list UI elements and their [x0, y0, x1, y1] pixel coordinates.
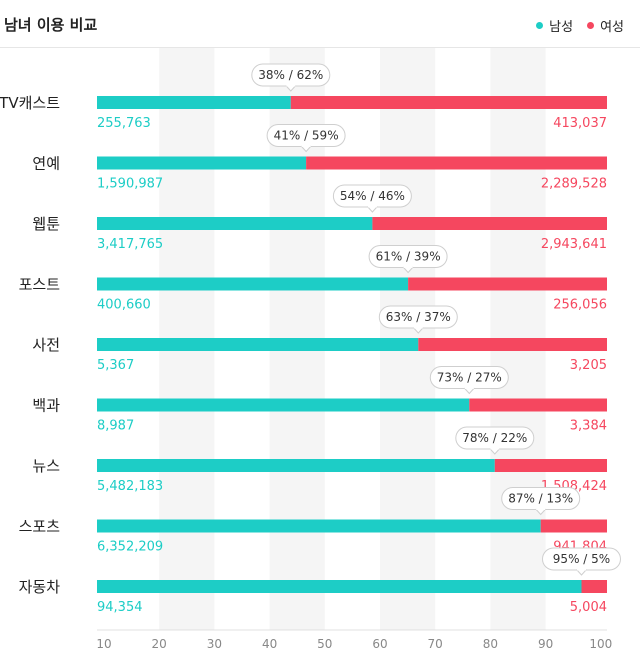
ratio-bubble-pointer [285, 85, 297, 92]
x-tick-label: 20 [152, 637, 167, 651]
ratio-bubble-pointer [300, 145, 312, 153]
bar-male [97, 338, 419, 351]
bar-male [97, 217, 373, 230]
ratio-bubble-pointer [576, 569, 587, 576]
ratio-bubble-pointer [402, 266, 414, 274]
ratio-label: 78% / 22% [462, 431, 527, 445]
ratio-label: 38% / 62% [258, 68, 323, 82]
ratio-bubble-pointer-mask [403, 265, 413, 268]
bar-male [97, 459, 495, 472]
x-tick-label: 40 [262, 637, 277, 651]
legend-dot-male [536, 22, 544, 29]
legend-item-female[interactable]: 여성 [587, 16, 624, 35]
bar-male [97, 580, 582, 593]
x-tick-label: 60 [372, 637, 387, 651]
ratio-bubble-pointer [463, 387, 475, 395]
ratio-bubble-pointer [367, 206, 378, 213]
category-label: TV캐스트 [0, 94, 60, 112]
legend-dot-female [587, 22, 595, 29]
ratio-bubble-pointer-mask [413, 326, 423, 329]
bar-female [494, 459, 607, 472]
chart-title: 남녀 이용 비교 [4, 16, 98, 34]
ratio-bubble-pointer-mask [577, 568, 586, 571]
ratio-bubble-pointer-mask [490, 447, 500, 450]
ratio-label: 63% / 37% [386, 310, 451, 324]
ratio-bubble-pointer-mask [286, 84, 296, 87]
legend: 남성 여성 [536, 16, 624, 35]
count-male: 94,354 [97, 600, 143, 615]
ratio-label: 41% / 59% [274, 129, 339, 143]
ratio-label: 61% / 39% [376, 250, 441, 264]
category-label: 스포츠 [19, 518, 61, 536]
legend-label-male: 남성 [549, 20, 574, 35]
count-male: 400,660 [97, 298, 151, 313]
count-male: 1,590,987 [97, 177, 163, 192]
count-male: 255,763 [97, 116, 151, 131]
bar-female [540, 519, 607, 533]
legend-label-female: 여성 [600, 20, 624, 35]
count-male: 3,417,765 [97, 237, 163, 252]
count-male: 5,482,183 [97, 479, 163, 494]
bar-male [97, 96, 291, 109]
count-female: 3,384 [570, 419, 607, 434]
ratio-bubble-pointer-mask [536, 507, 546, 510]
ratio-label: 95% / 5% [553, 552, 610, 566]
bar-female [469, 398, 607, 412]
category-label: 웹툰 [32, 215, 60, 233]
ratio-label: 87% / 13% [508, 492, 573, 506]
bar-female [418, 338, 607, 351]
count-male: 6,352,209 [97, 540, 163, 555]
category-label: 자동차 [19, 578, 61, 596]
ratio-bubble-pointer-mask [464, 386, 474, 389]
count-male: 5,367 [97, 358, 134, 373]
bar-female [372, 217, 607, 230]
x-tick-label: 100 [589, 637, 612, 651]
category-label: 뉴스 [32, 457, 60, 475]
bar-male [97, 156, 307, 170]
bar-female [581, 580, 607, 593]
chart-header: 남녀 이용 비교 남성 여성 [0, 0, 640, 48]
ratio-label: 73% / 27% [437, 371, 502, 385]
bar-female [408, 277, 607, 291]
category-label: 사전 [32, 336, 60, 354]
count-female: 5,004 [570, 600, 607, 615]
count-female: 2,289,528 [541, 177, 607, 192]
count-female: 413,037 [553, 116, 607, 131]
ratio-bubble-pointer-mask [301, 144, 311, 147]
x-tick-label: 70 [428, 637, 443, 651]
ratio-bubble-pointer-mask [367, 205, 377, 208]
ratio-bubble-pointer [412, 327, 424, 334]
x-tick-label: 30 [207, 637, 222, 651]
count-female: 256,056 [553, 298, 607, 313]
bar-male [97, 398, 470, 412]
x-tick-label: 10 [96, 637, 111, 651]
bar-male [97, 277, 409, 291]
count-female: 2,943,641 [541, 237, 607, 252]
category-label: 연예 [32, 155, 60, 173]
bar-female [290, 96, 607, 109]
ratio-bubble-pointer [535, 508, 547, 516]
x-tick-label: 50 [317, 637, 332, 651]
x-tick-label: 90 [538, 637, 553, 651]
stacked-bar-chart: 10 20 30 40 50 60 70 80 90 100 TV캐스트 255,763 413,037… [0, 48, 621, 651]
ratio-label: 54% / 46% [340, 189, 405, 203]
category-label: 포스트 [19, 276, 61, 294]
bar-female [306, 156, 607, 170]
x-tick-label: 80 [483, 637, 498, 651]
category-label: 백과 [32, 397, 60, 415]
count-female: 3,205 [570, 358, 607, 373]
count-male: 8,987 [97, 419, 134, 434]
bar-male [97, 519, 541, 533]
legend-item-male[interactable]: 남성 [536, 16, 573, 35]
ratio-bubble-pointer [489, 448, 501, 455]
